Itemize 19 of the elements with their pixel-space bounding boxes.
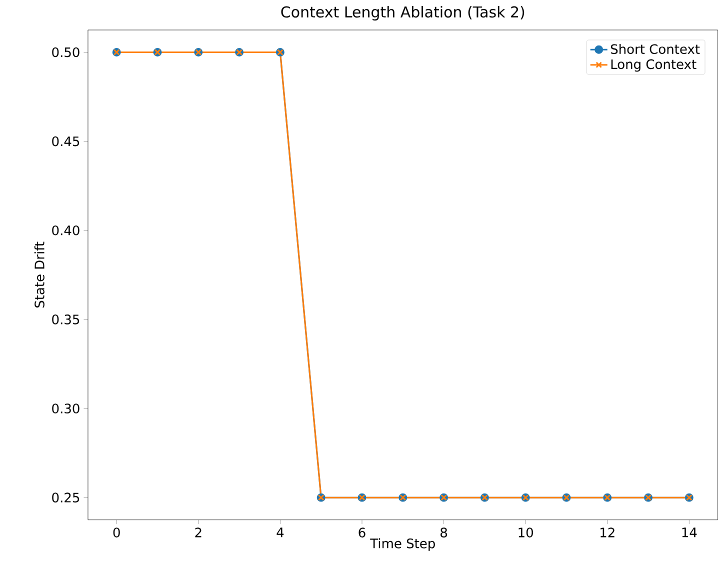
x-tick-label: 2	[195, 528, 202, 538]
x-tick-label: 14	[682, 528, 697, 538]
y-tick-label: 0.30	[52, 404, 80, 414]
x-tick-label: 0	[113, 528, 120, 538]
legend-label: Long Context	[611, 59, 696, 72]
legend-label: Short Context	[610, 44, 700, 54]
y-tick-label: 0.35	[52, 314, 80, 324]
x-axis-title: Time Step	[370, 538, 435, 551]
chart-title: Context Length Ablation (Task 2)	[281, 6, 524, 21]
y-tick-label: 0.40	[52, 226, 80, 236]
x-tick-label: 4	[276, 528, 284, 538]
x-tick-label: 12	[600, 528, 614, 538]
x-tick-label: 8	[440, 528, 448, 538]
y-tick-label: 0.45	[52, 136, 80, 146]
x-tick-label: 6	[358, 528, 366, 538]
y-axis-title: State Drift	[34, 242, 44, 308]
y-tick-label: 0.25	[52, 492, 80, 503]
y-tick-label: 0.50	[52, 47, 80, 58]
x-tick-label: 10	[518, 528, 533, 538]
